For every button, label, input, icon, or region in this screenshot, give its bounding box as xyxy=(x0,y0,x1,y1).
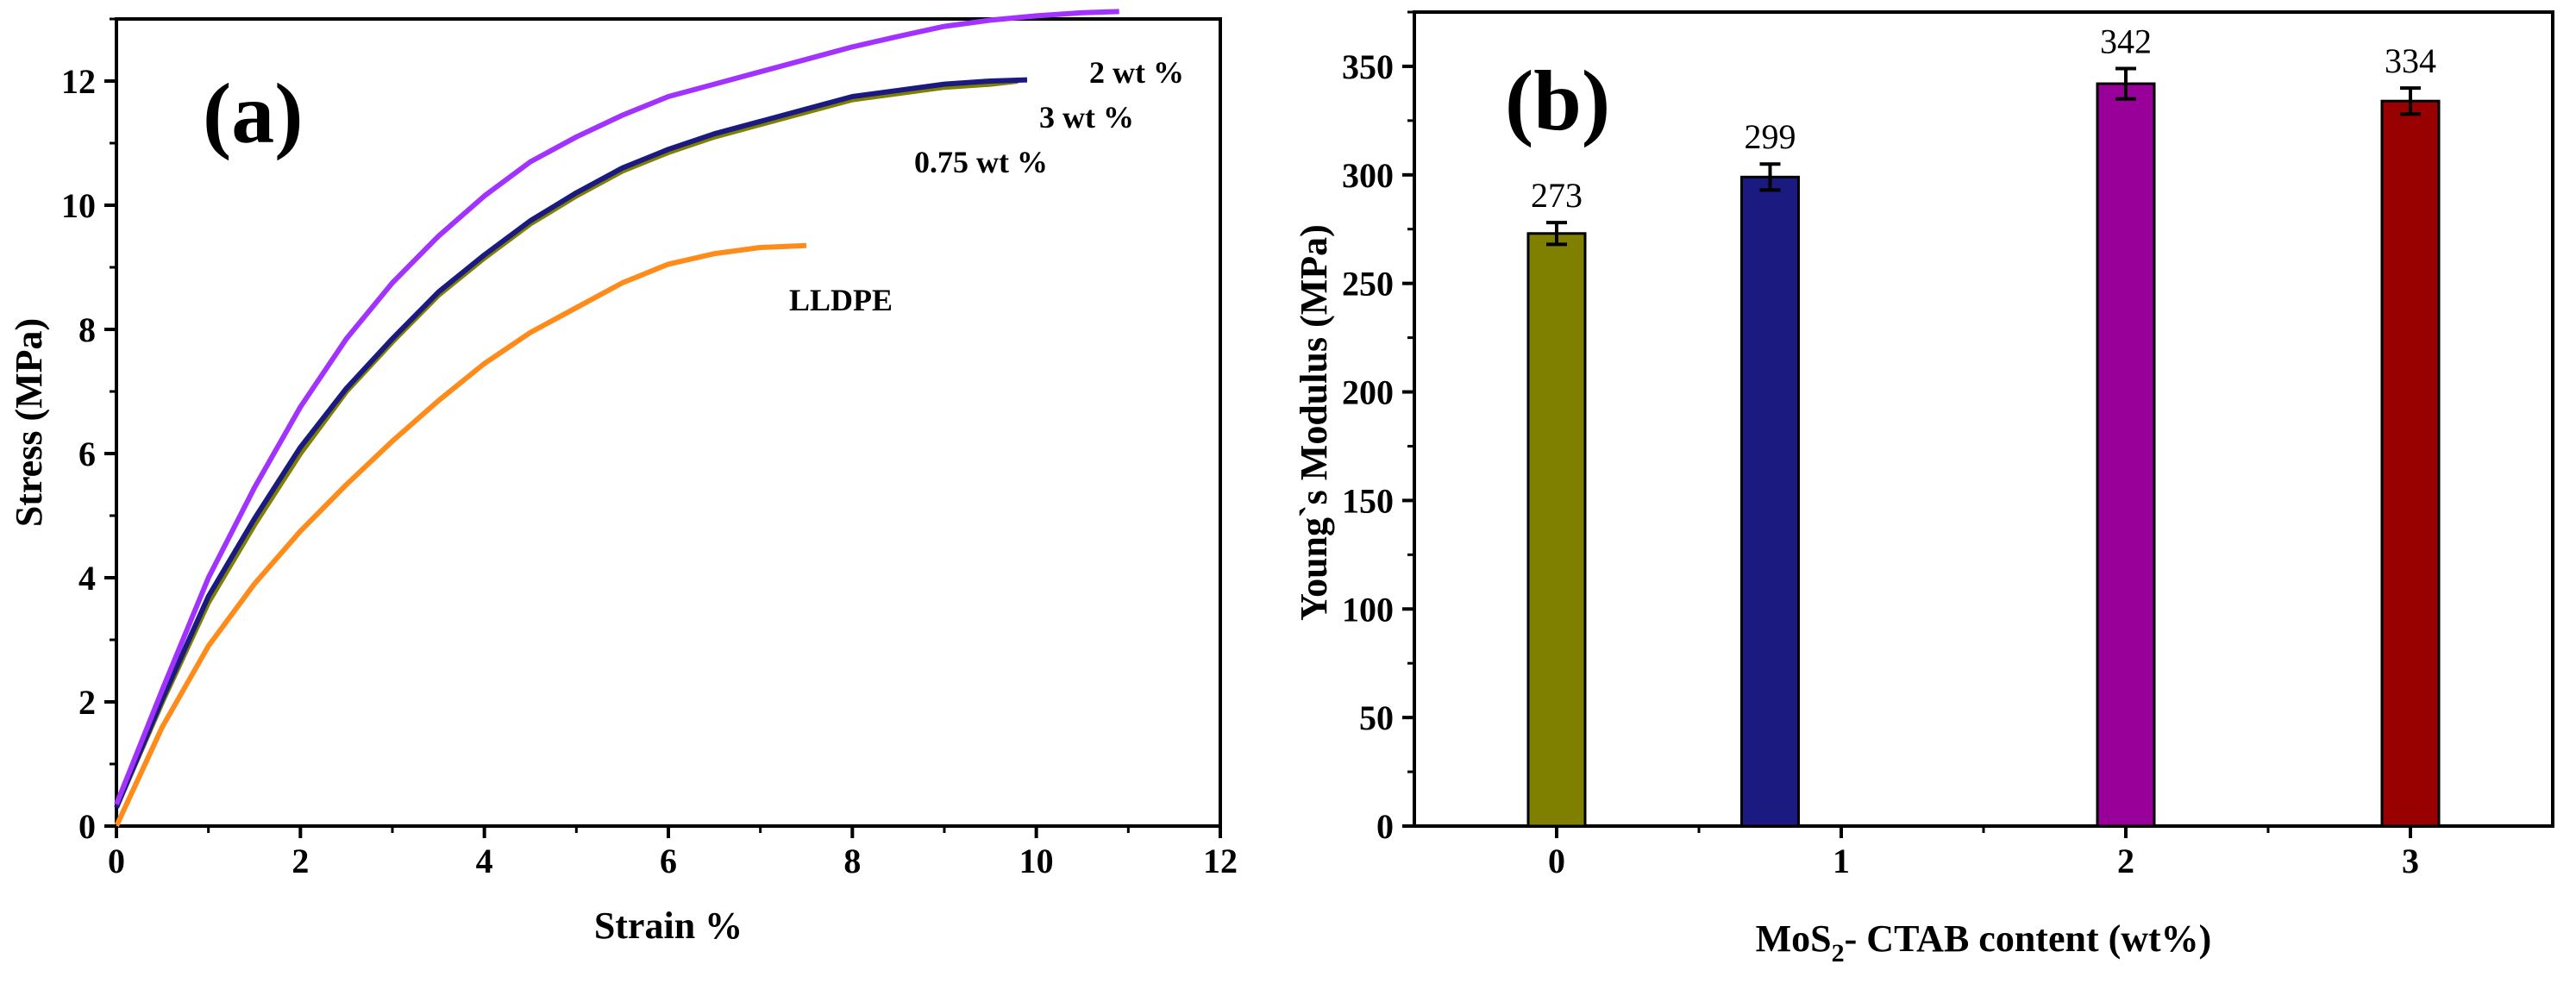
y-tick-label: 200 xyxy=(1342,373,1394,412)
series-label-3-wt: 3 wt % xyxy=(1039,100,1134,135)
panel-b-x-axis-title: MoS2- CTAB content (wt%) xyxy=(1756,917,2212,967)
bar-value-label: 334 xyxy=(2385,41,2436,80)
x-tick-label: 2 xyxy=(291,842,309,880)
panel-a-series-labels: LLDPE 0.75 wt % 3 wt % 2 wt % xyxy=(789,55,1184,317)
y-tick-label: 6 xyxy=(78,435,96,473)
x-tick-label: 1 xyxy=(1833,842,1850,880)
x-tick-label: 2 xyxy=(2117,842,2134,880)
y-tick-label: 250 xyxy=(1342,265,1394,304)
series-line-2-wt xyxy=(114,9,1119,805)
panel-b-value-labels: 273 299 342 334 xyxy=(1531,22,2436,215)
bar-value-label: 273 xyxy=(1531,176,1583,215)
panel-a-stress-strain-chart: 0 2 4 6 8 10 12 0 2 4 6 8 10 12 LLDPE 0.75 wt % 3 wt … xyxy=(8,9,1238,947)
x-tick-label: 12 xyxy=(1203,842,1238,880)
series-line-lldpe xyxy=(114,242,807,828)
panel-a-y-axis-title: Stress (MPa) xyxy=(8,318,50,527)
panel-a-label: (a) xyxy=(203,66,304,161)
series-line-3-wt xyxy=(114,77,1028,809)
y-tick-label: 300 xyxy=(1342,156,1394,195)
y-tick-label: 12 xyxy=(61,62,96,101)
bar-value-label: 299 xyxy=(1745,117,1796,156)
bar xyxy=(1740,175,1800,828)
panel-a-x-axis-title: Strain % xyxy=(594,905,743,947)
y-tick-label: 150 xyxy=(1342,481,1394,520)
y-tick-label: 50 xyxy=(1359,698,1394,737)
x-tick-label: 4 xyxy=(476,842,493,880)
y-tick-label: 10 xyxy=(61,186,96,225)
x-tick-label: 0 xyxy=(1548,842,1565,880)
y-tick-label: 4 xyxy=(78,559,96,598)
panel-a-ticks: 0 2 4 6 8 10 12 0 2 4 6 8 10 12 xyxy=(61,17,1238,880)
y-tick-label: 0 xyxy=(78,807,96,846)
panel-a-series-lines xyxy=(114,9,1119,828)
panel-b-label: (b) xyxy=(1505,53,1610,148)
x-tick-label: 0 xyxy=(108,842,125,880)
series-label-2-wt: 2 wt % xyxy=(1089,55,1184,90)
x-title-mos: MoS xyxy=(1756,917,1832,960)
bar-value-label: 342 xyxy=(2100,22,2152,60)
x-title-rest: - CTAB content (wt%) xyxy=(1845,917,2212,960)
panel-b-ticks: 0 1 2 3 0 50 100 150 200 250 300 350 xyxy=(1342,10,2419,880)
panel-b-bars xyxy=(1526,66,2441,828)
y-tick-label: 100 xyxy=(1342,590,1394,629)
bar xyxy=(2380,99,2441,828)
x-tick-label: 10 xyxy=(1019,842,1054,880)
y-tick-label: 350 xyxy=(1342,47,1394,86)
y-tick-label: 8 xyxy=(78,310,96,349)
bar xyxy=(2096,82,2156,828)
series-label-lldpe: LLDPE xyxy=(789,283,893,317)
x-title-subscript: 2 xyxy=(1832,939,1845,967)
panel-b-y-axis-title: Young`s Modulus (MPa) xyxy=(1293,224,1335,621)
y-tick-label: 2 xyxy=(78,683,96,722)
series-line-0-75-wt xyxy=(114,78,1018,809)
panel-b-youngs-modulus-chart: 0 1 2 3 0 50 100 150 200 250 300 350 273 299 342 334 (… xyxy=(1293,10,2554,967)
y-tick-label: 0 xyxy=(1376,807,1394,846)
x-tick-label: 3 xyxy=(2402,842,2419,880)
x-tick-label: 8 xyxy=(843,842,861,880)
x-tick-label: 6 xyxy=(660,842,677,880)
series-label-0-75-wt: 0.75 wt % xyxy=(914,145,1048,179)
bar xyxy=(1526,232,1587,828)
